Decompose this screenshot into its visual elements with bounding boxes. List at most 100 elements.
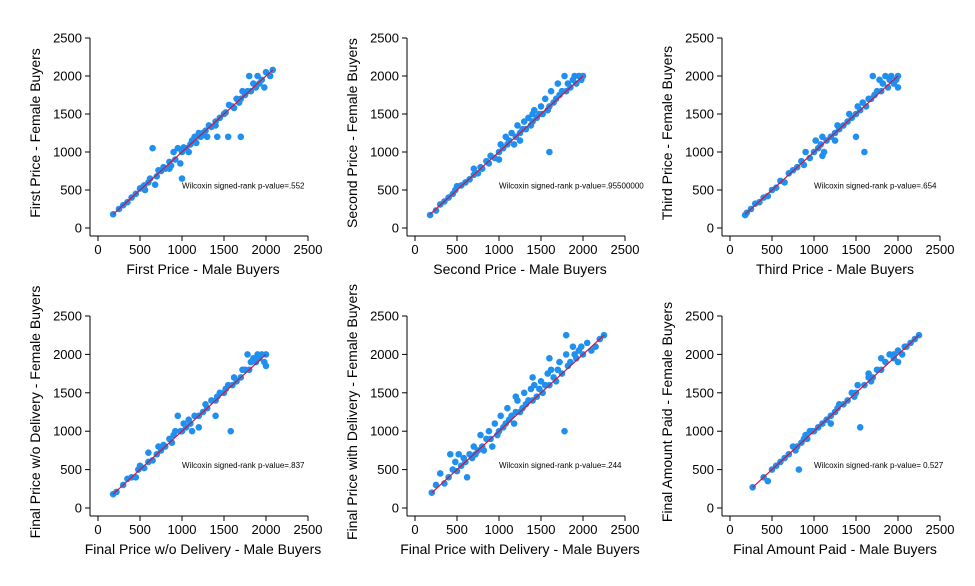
data-point [174,144,182,152]
x-tick-label: 1000 [168,522,197,537]
data-point [578,343,585,351]
x-tick-label: 2000 [252,242,281,257]
data-point [525,114,532,122]
data-point [245,72,253,80]
data-point [446,450,454,458]
data-point [470,443,478,450]
x-tick-label: 2000 [569,522,598,537]
x-tick-label: 1000 [800,242,829,257]
fit-line [744,75,899,215]
data-point [862,103,870,110]
data-point [817,141,825,148]
data-point [561,72,568,80]
data-point [572,80,580,87]
x-tick-label: 500 [761,242,783,257]
data-point [452,458,459,466]
fit-line [112,353,267,495]
data-point [865,370,872,377]
data-point [254,72,261,80]
data-point [537,377,545,385]
y-tick-label: 2500 [370,309,399,324]
data-point [261,84,268,91]
y-tick-label: 2000 [685,347,714,362]
x-tick-label: 2500 [926,242,955,257]
data-point [477,431,484,439]
y-axis-label: Final Price w/o Delivery - Female Buyers [27,286,43,539]
data-point [520,389,528,397]
data-point [556,358,563,366]
y-tick-label: 500 [60,462,82,477]
y-tick-label: 0 [75,221,82,236]
data-point [803,435,811,443]
data-point [547,366,555,374]
data-point [529,110,536,118]
data-point [488,443,496,450]
x-axis-label: Final Price with Delivery - Male Buyers [400,541,640,557]
scatter-panel-4: 0 500 1000 1500 2000 2500 0 500 1000 1500 2000 2500… [27,286,322,557]
data-point [554,366,562,374]
data-point [185,148,193,156]
data-point [884,84,892,91]
x-tick-label: 500 [129,522,151,537]
data-point [539,110,546,118]
data-point [530,381,538,389]
x-tick-label: 2000 [884,242,913,257]
data-point [244,351,251,358]
data-point [485,160,493,167]
data-point [546,148,553,156]
data-point [491,420,499,427]
data-point [520,118,528,125]
data-point [562,331,570,339]
x-tick-label: 2500 [294,522,323,537]
data-point [877,354,885,362]
x-tick-label: 2500 [611,242,640,257]
data-point [795,466,803,473]
data-point [453,467,461,475]
y-tick-label: 500 [377,462,399,477]
y-tick-label: 1000 [685,145,714,160]
x-axis-label: Final Price w/o Delivery - Male Buyers [85,541,322,557]
y-tick-label: 2500 [53,31,82,46]
data-point [879,80,887,87]
x-tick-label: 2500 [926,522,955,537]
y-tick-label: 1500 [685,385,714,400]
data-point [512,393,520,400]
data-point [237,133,245,141]
data-point [802,148,809,156]
x-tick-label: 1500 [210,522,239,537]
fit-line [112,69,274,215]
data-point [537,103,545,110]
data-point [812,137,819,144]
data-point [806,154,814,162]
y-axis-label: Final Amount Paid - Female Buyers [659,302,675,522]
data-point [171,427,179,435]
x-tick-label: 2000 [569,242,598,257]
x-tick-label: 0 [726,522,733,537]
y-tick-label: 2000 [370,347,399,362]
data-point [772,184,780,192]
y-tick-label: 0 [75,501,82,516]
data-point [166,165,173,173]
y-tick-label: 0 [707,501,714,516]
x-tick-label: 500 [446,242,468,257]
y-tick-label: 500 [692,462,714,477]
x-tick-label: 1500 [527,522,556,537]
x-tick-label: 1500 [527,242,556,257]
data-point [831,137,839,144]
y-tick-label: 1000 [370,145,399,160]
data-point [470,165,478,173]
data-point [852,133,860,141]
scatter-panel-1: 0 500 1000 1500 2000 2500 0 500 1000 1500 2000 2500… [27,31,322,278]
x-tick-label: 1500 [842,522,871,537]
p-value-annotation: Wilcoxin signed-rank p-value=.95500000 [499,181,644,190]
x-tick-label: 2500 [294,242,323,257]
data-point [856,424,864,431]
x-tick-label: 1500 [842,242,871,257]
data-point [869,72,877,80]
x-tick-label: 1000 [168,242,197,257]
p-value-annotation: Wilcoxin signed-rank p-value=.837 [182,461,305,470]
data-point [149,144,156,152]
scatter-panel-2: 0 500 1000 1500 2000 2500 0 500 1000 1500 2000 2500… [344,31,644,278]
y-tick-label: 2000 [370,69,399,84]
data-point [504,404,511,412]
